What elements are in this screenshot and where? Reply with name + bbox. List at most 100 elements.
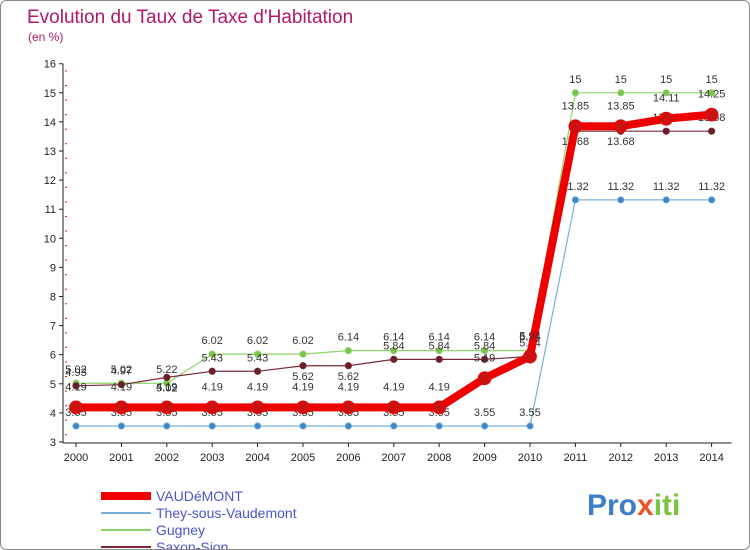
data-label: 6.02 [201, 335, 222, 347]
data-point [250, 400, 265, 415]
data-label: 15 [660, 74, 672, 86]
data-point [435, 355, 443, 363]
data-point [480, 347, 489, 355]
x-tick-label: 2007 [382, 452, 406, 464]
data-label: 5.62 [338, 371, 359, 383]
data-label: 6.14 [338, 332, 359, 344]
data-point [299, 350, 307, 358]
chart-title: Evolution du Taux de Taxe d'Habitation [27, 7, 354, 28]
data-point [707, 196, 716, 204]
y-tick-label: 14 [44, 117, 56, 129]
data-point [571, 89, 580, 97]
data-point [344, 347, 352, 355]
x-tick-label: 2003 [200, 452, 224, 464]
legend-label: They-sous-Vaudemont [156, 504, 297, 521]
data-label: 5.84 [428, 340, 449, 352]
data-label: 13.85 [607, 100, 635, 112]
data-point [526, 422, 534, 430]
y-tick-label: 10 [44, 233, 56, 245]
data-label: 6.14 [383, 332, 404, 344]
data-point [662, 127, 670, 135]
y-tick-label: 11 [45, 204, 56, 216]
y-tick-label: 6 [50, 350, 56, 362]
data-label: 5.19 [474, 352, 495, 364]
y-tick-label: 7 [50, 321, 56, 333]
data-label: 5.84 [474, 340, 495, 352]
data-label: 4.19 [292, 381, 313, 393]
x-tick-label: 2006 [336, 452, 360, 464]
data-point [571, 196, 580, 204]
data-point [72, 422, 80, 430]
y-tick-label: 4 [50, 408, 56, 420]
data-label: 5.02 [65, 364, 86, 376]
data-point [299, 422, 307, 430]
data-point [662, 89, 670, 97]
data-label: 14.11 [653, 93, 680, 105]
x-tick-label: 2011 [564, 452, 588, 464]
data-label: 5.94 [519, 330, 540, 342]
data-point [296, 400, 310, 415]
legend-swatch [101, 528, 151, 531]
y-tick-label: 9 [50, 262, 56, 274]
data-point [114, 400, 129, 415]
legend-swatch [101, 511, 151, 514]
data-label: 3.55 [519, 407, 540, 419]
data-label: 6.02 [292, 335, 313, 347]
x-tick-label: 2014 [699, 452, 723, 464]
data-label: 4.19 [428, 381, 449, 393]
data-point [707, 89, 716, 97]
data-point [568, 119, 583, 134]
y-tick-label: 3 [50, 437, 56, 449]
legend-swatch [101, 545, 151, 548]
data-label: 5.84 [383, 340, 404, 352]
data-label: 15 [615, 74, 627, 86]
legend-item: Saxon-Sion [101, 538, 297, 550]
data-label: 5.43 [201, 352, 222, 364]
data-point [617, 89, 625, 97]
x-tick-label: 2013 [654, 452, 678, 464]
data-point [435, 422, 443, 430]
proxiti-logo: Proxiti [587, 489, 680, 523]
data-point [254, 367, 262, 375]
data-point [617, 196, 625, 204]
data-label: 3.55 [474, 407, 495, 419]
data-label: 15 [569, 74, 581, 86]
data-label: 6.14 [428, 332, 449, 344]
data-label: 4.19 [383, 381, 404, 393]
data-label: 11.32 [653, 181, 680, 193]
legend: VAUDéMONT They-sous-Vaudemont Gugney Saxon-… [101, 487, 297, 550]
legend-label: VAUDéMONT [156, 487, 243, 504]
y-tick-label: 13 [44, 146, 56, 158]
data-point [613, 119, 628, 134]
data-label: 4.19 [338, 381, 359, 393]
brand-text-part: iti [653, 489, 681, 522]
data-point [390, 422, 398, 430]
legend-item: VAUDéMONT [101, 487, 297, 504]
data-label: 11.32 [607, 181, 634, 193]
data-label: 5.22 [156, 364, 177, 376]
legend-label: Saxon-Sion [156, 538, 229, 550]
data-point [163, 422, 171, 430]
data-point [69, 400, 83, 415]
data-point [432, 400, 447, 415]
data-point [344, 362, 352, 370]
x-tick-label: 2012 [609, 452, 633, 464]
data-label: 14.25 [698, 89, 726, 101]
data-point [707, 127, 716, 135]
y-tick-label: 16 [44, 59, 56, 71]
data-label: 5.43 [247, 352, 268, 364]
legend-swatch [101, 491, 151, 500]
data-label: 4.19 [65, 381, 86, 393]
data-label: 4.19 [201, 381, 222, 393]
data-point [341, 400, 356, 415]
legend-item: Gugney [101, 521, 297, 538]
x-tick-label: 2010 [518, 452, 542, 464]
data-point [480, 355, 489, 363]
data-point [117, 381, 126, 389]
data-point [390, 347, 398, 355]
data-point [208, 367, 216, 375]
data-point [704, 107, 719, 122]
data-point [299, 362, 307, 370]
